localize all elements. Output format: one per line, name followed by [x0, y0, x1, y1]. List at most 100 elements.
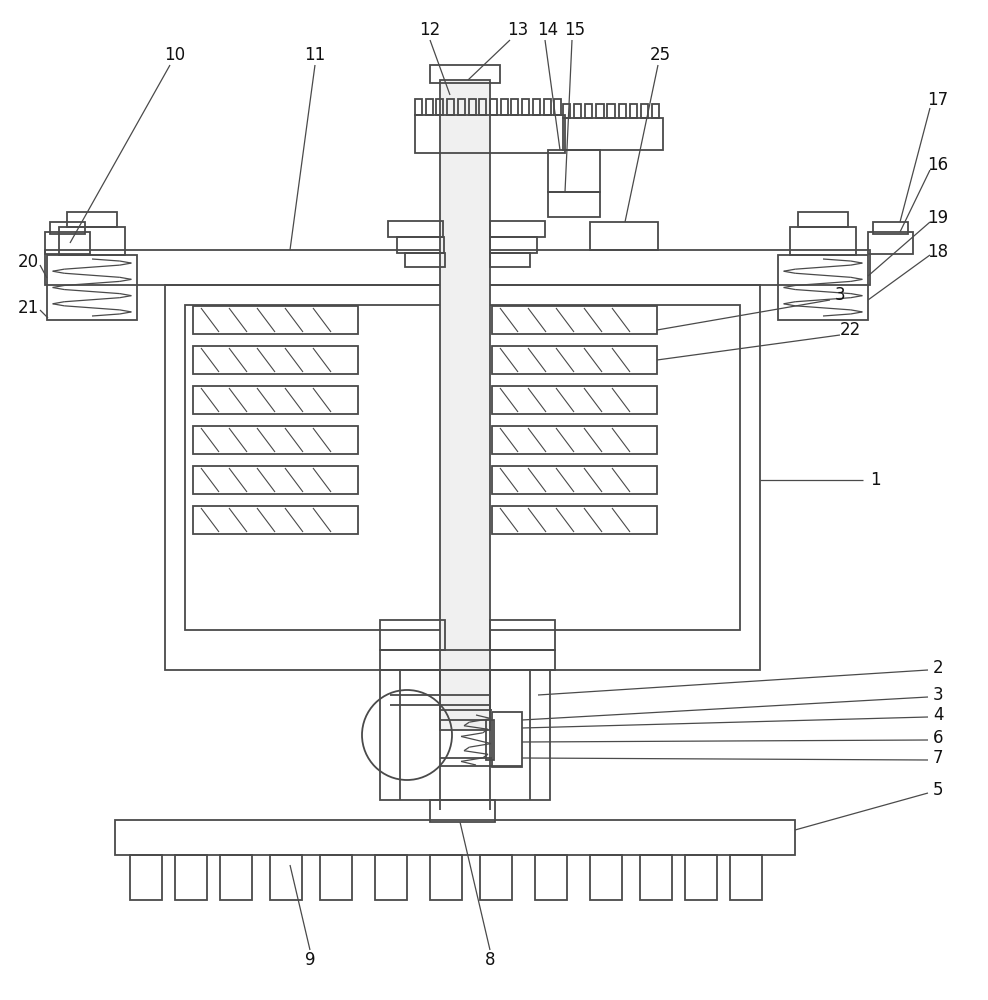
- Bar: [585, 104, 593, 118]
- Bar: [430, 855, 462, 900]
- Bar: [426, 99, 433, 115]
- Bar: [522, 99, 530, 115]
- Bar: [873, 222, 908, 234]
- Text: 13: 13: [508, 21, 529, 39]
- Bar: [320, 855, 352, 900]
- Bar: [437, 99, 444, 115]
- Bar: [440, 80, 490, 730]
- Bar: [629, 104, 637, 118]
- Bar: [193, 426, 358, 454]
- Bar: [405, 253, 445, 267]
- Bar: [548, 192, 600, 217]
- Bar: [618, 104, 625, 118]
- Bar: [115, 820, 795, 855]
- Bar: [492, 346, 657, 374]
- Text: 11: 11: [304, 46, 326, 64]
- Text: 16: 16: [928, 156, 948, 174]
- Bar: [685, 855, 717, 900]
- Text: 3: 3: [933, 686, 944, 704]
- Bar: [375, 855, 407, 900]
- Bar: [501, 99, 508, 115]
- Text: 6: 6: [933, 729, 944, 747]
- Bar: [574, 104, 581, 118]
- Text: 8: 8: [485, 951, 495, 969]
- Bar: [486, 720, 494, 760]
- Text: 20: 20: [18, 253, 39, 271]
- Bar: [512, 99, 519, 115]
- Bar: [50, 222, 85, 234]
- Bar: [220, 855, 252, 900]
- Bar: [430, 65, 500, 83]
- Text: 7: 7: [933, 749, 944, 767]
- Text: 1: 1: [869, 471, 880, 489]
- Bar: [490, 99, 497, 115]
- Bar: [380, 620, 445, 650]
- Bar: [535, 855, 567, 900]
- Text: 3: 3: [835, 286, 846, 304]
- Bar: [193, 306, 358, 334]
- Bar: [415, 99, 422, 115]
- Bar: [490, 221, 545, 237]
- Text: 5: 5: [933, 781, 944, 799]
- Bar: [563, 104, 570, 118]
- Text: 19: 19: [928, 209, 948, 227]
- Text: 22: 22: [840, 321, 861, 339]
- Bar: [448, 99, 454, 115]
- Bar: [415, 115, 565, 153]
- Bar: [492, 712, 522, 767]
- Bar: [640, 855, 672, 900]
- Text: 21: 21: [18, 299, 39, 317]
- Text: 25: 25: [649, 46, 671, 64]
- Bar: [790, 227, 856, 255]
- Bar: [397, 237, 444, 253]
- Text: 18: 18: [928, 243, 948, 261]
- Bar: [563, 118, 663, 150]
- Bar: [193, 466, 358, 494]
- Bar: [193, 346, 358, 374]
- Bar: [480, 855, 512, 900]
- Bar: [490, 253, 530, 267]
- Bar: [533, 99, 539, 115]
- Text: 14: 14: [537, 21, 558, 39]
- Bar: [45, 250, 870, 285]
- Bar: [67, 212, 117, 227]
- Bar: [597, 104, 604, 118]
- Bar: [47, 255, 137, 320]
- Bar: [165, 285, 760, 670]
- Bar: [430, 800, 495, 822]
- Bar: [457, 99, 464, 115]
- Bar: [193, 506, 358, 534]
- Bar: [543, 99, 550, 115]
- Bar: [490, 237, 537, 253]
- Bar: [590, 855, 622, 900]
- Bar: [468, 99, 475, 115]
- Bar: [388, 221, 443, 237]
- Bar: [175, 855, 207, 900]
- Bar: [548, 150, 600, 192]
- Bar: [798, 212, 848, 227]
- Bar: [130, 855, 162, 900]
- Text: 2: 2: [933, 659, 944, 677]
- Bar: [59, 227, 125, 255]
- Text: 10: 10: [164, 46, 186, 64]
- Bar: [492, 386, 657, 414]
- Bar: [193, 386, 358, 414]
- Bar: [490, 620, 555, 650]
- Bar: [868, 232, 913, 254]
- Text: 17: 17: [928, 91, 948, 109]
- Bar: [492, 426, 657, 454]
- Bar: [608, 104, 615, 118]
- Bar: [185, 305, 740, 630]
- Bar: [45, 232, 90, 254]
- Bar: [641, 104, 648, 118]
- Text: 12: 12: [419, 21, 441, 39]
- Bar: [652, 104, 659, 118]
- Bar: [492, 506, 657, 534]
- Bar: [492, 466, 657, 494]
- Bar: [380, 650, 555, 670]
- Bar: [492, 306, 657, 334]
- Bar: [270, 855, 302, 900]
- Bar: [778, 255, 868, 320]
- Bar: [380, 670, 550, 800]
- Bar: [590, 222, 658, 250]
